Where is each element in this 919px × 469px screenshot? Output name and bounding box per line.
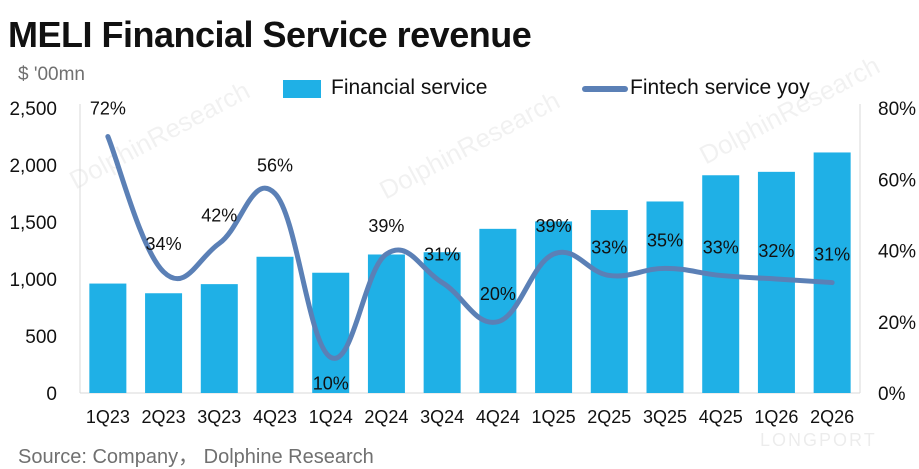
data-label-fintech-yoy: 34% [146,234,182,254]
y-left-tick-label: 2,000 [9,156,57,177]
x-tick-label: 2Q23 [142,407,186,427]
y-left-tick-label: 2,500 [9,99,57,120]
bar-financial-service [813,152,851,393]
bar-financial-service [256,256,294,393]
legend-label-financial-service: Financial service [331,76,488,99]
data-label-fintech-yoy: 10% [313,373,349,393]
data-label-fintech-yoy: 20% [480,284,516,304]
data-label-fintech-yoy: 33% [703,237,739,257]
bar-financial-service [200,284,238,393]
x-tick-label: 1Q26 [754,407,798,427]
data-label-fintech-yoy: 31% [424,245,460,265]
bar-financial-service [89,283,127,393]
bar-financial-service [646,201,684,393]
x-tick-label: 4Q25 [699,407,743,427]
line-fintech-yoy [105,134,835,361]
unit-label: $ '00mn [18,64,86,85]
y-right-tick-label: 80% [878,99,916,120]
data-label-fintech-yoy: 39% [368,216,404,236]
legend-swatch-fintech-yoy [582,86,628,92]
source-note: Source: Company， Dolphine Research [18,446,374,468]
bar-financial-service [757,171,795,393]
bar-financial-service [145,293,183,393]
bar-financial-service [702,175,740,393]
bar-financial-service [590,210,628,393]
x-tick-label: 3Q24 [420,407,464,427]
legend-swatch-financial-service [283,80,321,98]
x-tick-label: 4Q24 [476,407,520,427]
data-label-fintech-yoy: 39% [536,216,572,236]
data-label-fintech-yoy: 32% [758,241,794,261]
data-label-fintech-yoy: 72% [90,99,126,119]
y-right-tick-label: 60% [878,170,916,191]
bar-financial-service [535,221,573,393]
chart-title: MELI Financial Service revenue [8,14,532,55]
data-label-fintech-yoy: 31% [814,245,850,265]
data-label-fintech-yoy: 42% [201,205,237,225]
data-label-fintech-yoy: 33% [591,237,627,257]
x-tick-label: 1Q24 [309,407,353,427]
x-tick-label: 1Q25 [532,407,576,427]
y-right-tick-label: 40% [878,242,916,263]
y-left-tick-label: 0 [46,384,57,405]
x-tick-label: 4Q23 [253,407,297,427]
y-left-tick-label: 1,000 [9,270,57,291]
x-tick-label: 2Q25 [587,407,631,427]
data-label-fintech-yoy: 35% [647,230,683,250]
y-left-tick-label: 1,500 [9,213,57,234]
data-label-fintech-yoy: 56% [257,156,293,176]
y-left-tick-label: 500 [25,327,57,348]
x-tick-label: 2Q26 [810,407,854,427]
x-tick-label: 3Q25 [643,407,687,427]
x-tick-label: 2Q24 [364,407,408,427]
y-right-tick-label: 0% [878,384,906,405]
legend-label-fintech-yoy: Fintech service yoy [630,76,810,99]
x-tick-label: 1Q23 [86,407,130,427]
y-right-tick-label: 20% [878,313,916,334]
x-tick-label: 3Q23 [197,407,241,427]
longport-logo: LONGPORT [760,430,877,450]
